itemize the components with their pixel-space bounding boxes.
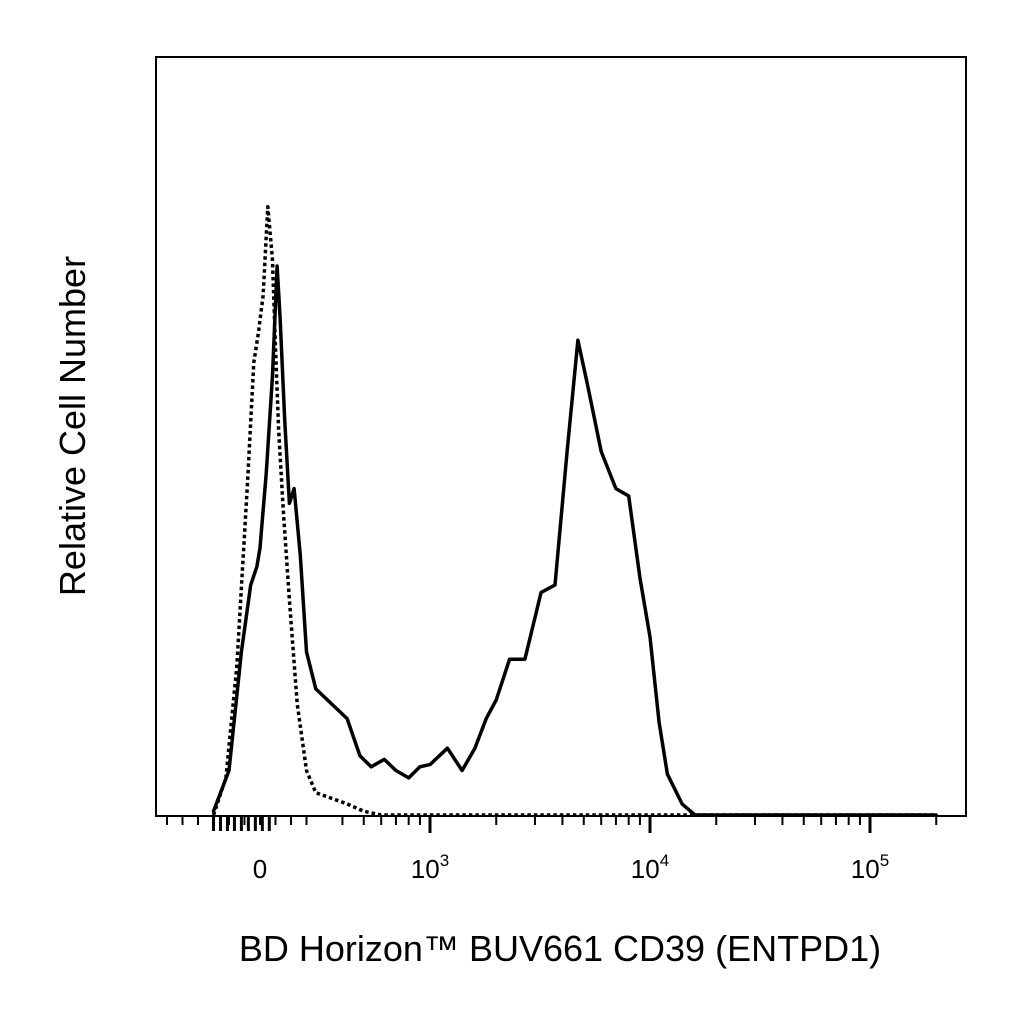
series-line-dotted [211,204,937,817]
series-layer [211,204,938,817]
x-tick-label: 104 [631,851,669,884]
x-axis-title: BD Horizon™ BUV661 CD39 (ENTPD1) [239,928,881,969]
x-tick-labels: 0 103 104 105 [253,851,889,884]
series-line-solid [211,264,938,817]
y-axis-title: Relative Cell Number [52,256,93,596]
x-tick-label: 105 [851,851,889,884]
x-tick-label: 103 [411,851,449,884]
plot-frame [155,56,967,817]
x-axis-ticks [166,815,938,833]
x-tick-label: 0 [253,854,267,884]
